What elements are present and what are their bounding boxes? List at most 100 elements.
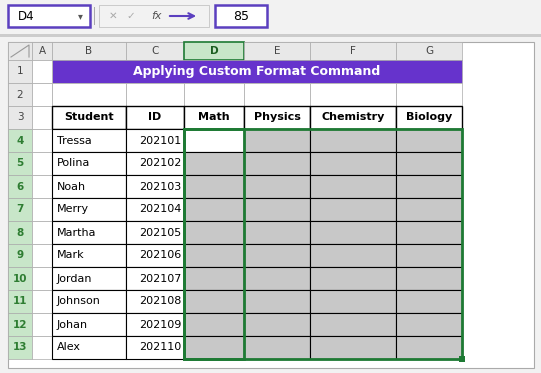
Bar <box>184 221 244 244</box>
Text: Applying Custom Format Command: Applying Custom Format Command <box>134 65 381 78</box>
Text: 202104: 202104 <box>138 204 181 214</box>
Text: 202107: 202107 <box>138 273 181 283</box>
Bar <box>32 175 52 198</box>
Bar <box>32 198 52 221</box>
Bar <box>244 129 310 152</box>
Bar <box>184 42 244 60</box>
Bar <box>32 42 52 60</box>
Bar <box>396 267 462 290</box>
Bar <box>8 83 32 106</box>
Text: 6: 6 <box>16 182 24 191</box>
Text: 202108: 202108 <box>138 297 181 307</box>
Bar <box>396 175 462 198</box>
Bar <box>32 129 52 152</box>
Bar <box>8 313 32 336</box>
Text: 9: 9 <box>16 251 24 260</box>
Bar <box>184 106 244 129</box>
Text: 202103: 202103 <box>138 182 181 191</box>
Text: 12: 12 <box>13 320 27 329</box>
Bar <box>32 221 52 244</box>
Bar <box>52 221 126 244</box>
Bar <box>396 106 462 129</box>
Bar <box>396 244 462 267</box>
Text: 13: 13 <box>13 342 27 352</box>
Bar <box>184 313 244 336</box>
Bar <box>8 221 32 244</box>
Text: 1: 1 <box>17 66 23 76</box>
Bar <box>52 175 126 198</box>
Bar <box>32 267 52 290</box>
Bar <box>396 129 462 152</box>
Bar <box>396 290 462 313</box>
Text: Noah: Noah <box>57 182 86 191</box>
Bar <box>244 42 310 60</box>
Bar <box>126 267 184 290</box>
Bar <box>52 129 126 152</box>
Bar <box>184 129 244 359</box>
Text: Alex: Alex <box>57 342 81 352</box>
Bar <box>244 152 310 175</box>
Text: Tressa: Tressa <box>57 135 92 145</box>
Bar <box>244 290 310 313</box>
Text: 202105: 202105 <box>138 228 181 238</box>
Bar <box>0 34 541 37</box>
Text: 202110: 202110 <box>138 342 181 352</box>
Bar <box>32 336 52 359</box>
Bar <box>244 198 310 221</box>
Text: Biology: Biology <box>406 113 452 122</box>
Bar <box>396 336 462 359</box>
Bar <box>244 106 310 129</box>
Text: B: B <box>85 46 93 56</box>
Bar <box>126 152 184 175</box>
Bar <box>396 198 462 221</box>
Text: Martha: Martha <box>57 228 96 238</box>
Bar <box>52 152 126 175</box>
Bar <box>310 152 396 175</box>
Text: A: A <box>38 46 45 56</box>
Text: Jordan: Jordan <box>57 273 93 283</box>
Text: Student: Student <box>64 113 114 122</box>
Bar <box>8 42 534 368</box>
Bar <box>52 244 126 267</box>
Text: 3: 3 <box>17 113 23 122</box>
Bar <box>244 313 310 336</box>
Bar <box>32 244 52 267</box>
Bar <box>396 152 462 175</box>
Bar <box>8 198 32 221</box>
Bar <box>396 221 462 244</box>
Text: E: E <box>274 46 280 56</box>
Text: Johan: Johan <box>57 320 88 329</box>
Bar <box>32 290 52 313</box>
Bar <box>184 129 462 359</box>
Text: 202101: 202101 <box>138 135 181 145</box>
Bar <box>244 336 310 359</box>
Bar <box>8 290 32 313</box>
Text: 85: 85 <box>233 9 249 22</box>
Text: 8: 8 <box>16 228 24 238</box>
Bar <box>184 129 244 152</box>
Bar <box>310 313 396 336</box>
Bar <box>126 244 184 267</box>
Text: Johnson: Johnson <box>57 297 101 307</box>
Text: Math: Math <box>198 113 230 122</box>
Bar <box>52 42 126 60</box>
Bar <box>126 221 184 244</box>
Text: 7: 7 <box>16 204 24 214</box>
Bar <box>52 313 126 336</box>
Bar <box>8 152 32 175</box>
Text: 11: 11 <box>13 297 27 307</box>
Bar <box>310 290 396 313</box>
Bar <box>0 0 541 37</box>
Bar <box>184 152 244 175</box>
Bar <box>310 129 396 152</box>
Bar <box>32 60 52 83</box>
Bar <box>184 336 244 359</box>
Bar <box>310 83 396 106</box>
Text: 2: 2 <box>17 90 23 100</box>
Bar <box>8 42 32 60</box>
Bar <box>99 5 209 27</box>
Bar <box>184 244 244 267</box>
Text: 10: 10 <box>13 273 27 283</box>
Bar <box>396 83 462 106</box>
Bar <box>310 42 396 60</box>
